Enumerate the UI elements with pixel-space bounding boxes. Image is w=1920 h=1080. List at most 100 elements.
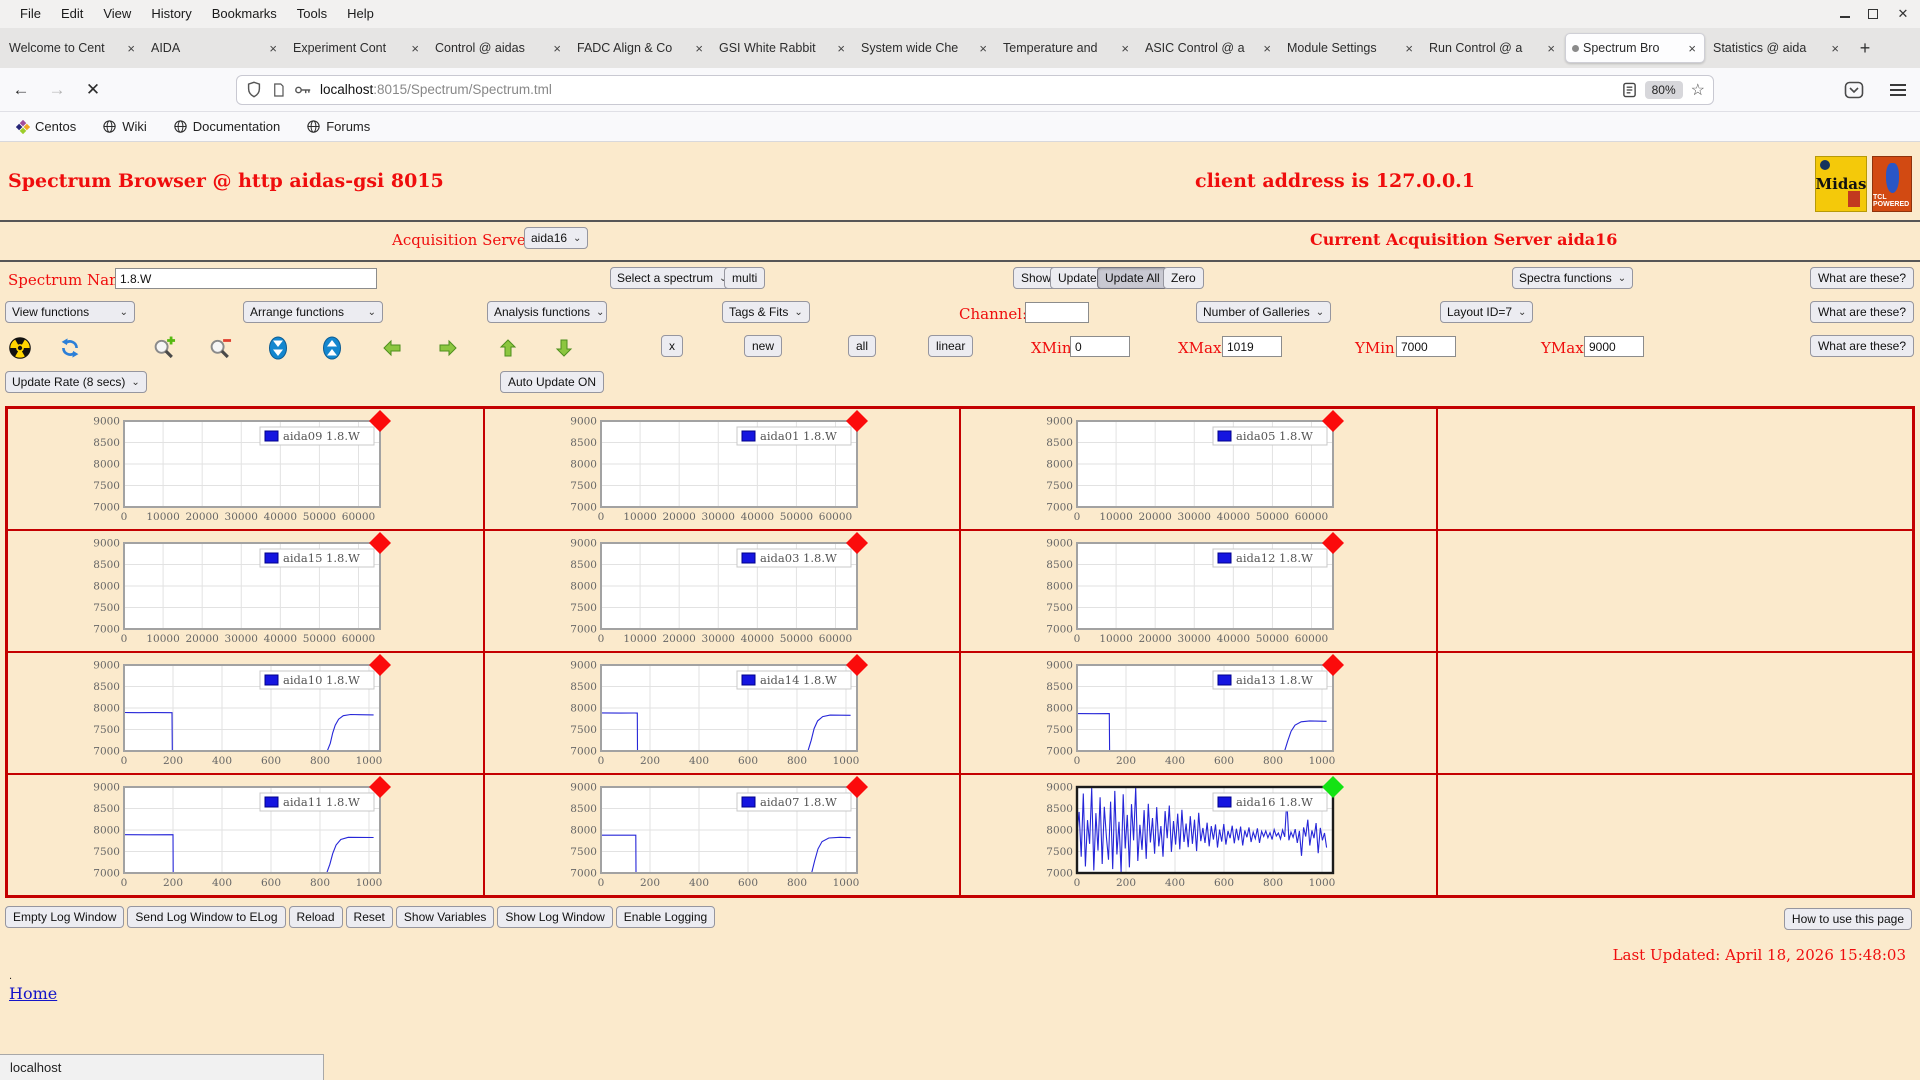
auto-update-button[interactable]: Auto Update ON [500,371,605,393]
maximize-button[interactable] [1868,9,1878,19]
reader-mode-icon[interactable] [1622,82,1637,98]
multi-button[interactable]: multi [724,267,766,289]
tags-fits-dropdown[interactable]: Tags & Fits ⌄ [722,301,810,323]
what-are-these-button-3[interactable]: What are these? [1809,335,1914,357]
ymin-input[interactable]: 7000 [1396,336,1456,357]
page-icon[interactable] [271,81,286,99]
enable-logging-button[interactable]: Enable Logging [615,906,716,928]
tab-close-icon[interactable]: × [127,40,135,56]
tab-spectrum-bro[interactable]: Spectrum Bro × [1565,33,1705,63]
tab-asic-control-a[interactable]: ASIC Control @ a × [1139,33,1279,63]
spectra-functions-dropdown[interactable]: Spectra functions ⌄ [1512,267,1634,289]
reload-button[interactable]: Reload [288,906,343,928]
gallery-cell[interactable]: 7000 7500 8000 8500 9000 0 10000 20000 30000 4000… [7,530,484,652]
xmin-input[interactable]: 0 [1070,336,1130,357]
update-button[interactable]: Update [1050,267,1105,289]
tab-close-icon[interactable]: × [1121,40,1129,56]
show-log-window-button[interactable]: Show Log Window [497,906,613,928]
gallery-cell[interactable]: 7000 7500 8000 8500 9000 0 200 400 600 800 1000 aid… [483,652,960,774]
bookmark-documentation[interactable]: Documentation [173,119,280,134]
menu-edit[interactable]: Edit [60,6,84,21]
zero-button[interactable]: Zero [1163,267,1204,289]
arrange-functions-dropdown[interactable]: Arrange functions ⌄ [243,301,383,323]
back-button[interactable]: ← [12,79,30,99]
menu-history[interactable]: History [151,6,192,21]
channel-input[interactable] [1025,302,1089,323]
bookmark-centos[interactable]: Centos [16,119,76,134]
tab-close-icon[interactable]: × [1831,40,1839,56]
arrow-left-icon[interactable] [380,336,404,360]
new-tab-button[interactable]: + [1859,37,1871,58]
gallery-cell[interactable]: 7000 7500 8000 8500 9000 0 10000 20000 30000 4000… [960,530,1437,652]
tab-fadc-align-co[interactable]: FADC Align & Co × [571,33,711,63]
tab-run-control-a[interactable]: Run Control @ a × [1423,33,1563,63]
gallery-cell[interactable]: 7000 7500 8000 8500 9000 0 200 400 600 800 1000 aid… [960,652,1437,774]
gallery-cell[interactable]: 7000 7500 8000 8500 9000 0 200 400 600 800 1000 aid… [7,774,484,896]
bookmark-star-icon[interactable]: ☆ [1690,81,1705,99]
arrow-right-icon[interactable] [436,336,460,360]
acquisition-server-select[interactable]: aida16 ⌄ [524,227,589,249]
pocket-icon[interactable] [1844,81,1864,99]
all-button[interactable]: all [848,335,877,357]
tab-close-icon[interactable]: × [269,40,277,56]
tab-close-icon[interactable]: × [411,40,419,56]
url-text[interactable]: localhost:8015/Spectrum/Spectrum.tml [320,82,1614,97]
number-of-galleries-dropdown[interactable]: Number of Galleries ⌄ [1196,301,1332,323]
tab-close-icon[interactable]: × [979,40,987,56]
forward-button[interactable]: → [48,79,66,99]
empty-log-window-button[interactable]: Empty Log Window [5,906,125,928]
send-log-window-to-elog-button[interactable]: Send Log Window to ELog [127,906,286,928]
show-button[interactable]: Show [1013,267,1060,289]
analysis-functions-dropdown[interactable]: Analysis functions ⌄ [487,301,607,323]
midas-logo[interactable]: Midas [1815,156,1867,212]
tab-welcome-to-cent[interactable]: Welcome to Cent × [3,33,143,63]
menu-tools[interactable]: Tools [296,6,328,21]
tcl-powered-logo[interactable]: TCL POWERED [1872,156,1912,212]
menu-bookmarks[interactable]: Bookmarks [211,6,277,21]
ymax-input[interactable]: 9000 [1584,336,1644,357]
expand-y-icon[interactable] [320,336,344,360]
new-button[interactable]: new [744,335,783,357]
bookmark-wiki[interactable]: Wiki [102,119,147,134]
tab-close-icon[interactable]: × [1547,40,1555,56]
zoom-level-badge[interactable]: 80% [1644,80,1683,99]
gallery-cell[interactable]: 7000 7500 8000 8500 9000 0 10000 20000 30000 4000… [483,408,960,530]
refresh-icon[interactable] [58,336,82,360]
home-link[interactable]: Home [9,984,58,1003]
tab-experiment-cont[interactable]: Experiment Cont × [287,33,427,63]
x-button[interactable]: x [661,335,683,357]
tab-close-icon[interactable]: × [695,40,703,56]
update-rate-dropdown[interactable]: Update Rate (8 secs) ⌄ [5,371,147,393]
spectrum-name-input[interactable]: 1.8.W [115,268,377,289]
bookmark-forums[interactable]: Forums [306,119,370,134]
linear-button[interactable]: linear [928,335,974,357]
close-window-button[interactable]: ✕ [1897,6,1909,21]
tab-temperature-and[interactable]: Temperature and × [997,33,1137,63]
minimize-button[interactable] [1840,10,1850,18]
reset-button[interactable]: Reset [345,906,393,928]
update-all-button[interactable]: Update All [1097,267,1168,289]
view-functions-dropdown[interactable]: View functions ⌄ [5,301,135,323]
tab-close-icon[interactable]: × [837,40,845,56]
how-to-use-this-page-button[interactable]: How to use this page [1783,908,1912,930]
select-spectrum-dropdown[interactable]: Select a spectrum ⌄ [610,267,735,289]
gallery-cell[interactable]: 7000 7500 8000 8500 9000 0 10000 20000 30000 4000… [7,408,484,530]
shield-icon[interactable] [245,80,263,99]
tab-close-icon[interactable]: × [1688,40,1696,56]
tab-system-wide-che[interactable]: System wide Che × [855,33,995,63]
tab-close-icon[interactable]: × [553,40,561,56]
gallery-cell[interactable]: 7000 7500 8000 8500 9000 0 10000 20000 30000 4000… [960,408,1437,530]
layout-id-dropdown[interactable]: Layout ID=7 ⌄ [1440,301,1534,323]
tab-gsi-white-rabbit[interactable]: GSI White Rabbit × [713,33,853,63]
zoom-out-icon[interactable] [208,336,232,360]
what-are-these-button-1[interactable]: What are these? [1809,267,1914,289]
compress-y-icon[interactable] [266,336,290,360]
url-bar[interactable]: localhost:8015/Spectrum/Spectrum.tml 80%… [236,74,1714,105]
gallery-cell[interactable]: 7000 7500 8000 8500 9000 0 10000 20000 30000 4000… [483,530,960,652]
arrow-down-icon[interactable] [552,336,576,360]
tab-close-icon[interactable]: × [1405,40,1413,56]
arrow-up-icon[interactable] [496,336,520,360]
what-are-these-button-2[interactable]: What are these? [1809,301,1914,323]
stop-button[interactable]: ✕ [85,79,101,99]
zoom-in-icon[interactable] [152,336,176,360]
